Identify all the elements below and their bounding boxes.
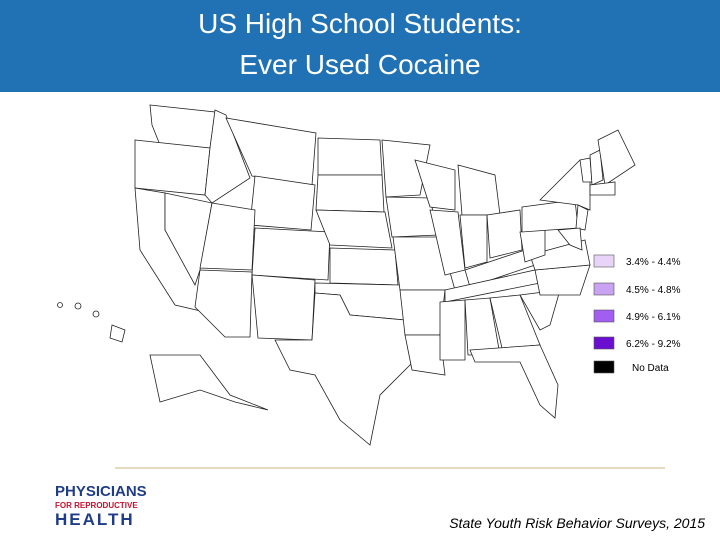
logo-text: HEALTH	[55, 510, 135, 529]
legend: 3.4% - 4.4% 4.5% - 4.8% 4.9% - 6.1% 6.2% - …	[593, 254, 681, 374]
legend-swatch	[593, 360, 615, 374]
us-map	[57, 104, 636, 446]
state	[251, 227, 331, 281]
state	[329, 247, 399, 286]
legend-swatch	[593, 282, 615, 296]
state	[149, 354, 269, 411]
state	[249, 175, 316, 231]
state	[414, 159, 456, 211]
state	[251, 274, 316, 341]
state	[457, 164, 501, 216]
state	[317, 137, 383, 176]
state	[439, 299, 466, 361]
legend-label: 4.9% - 6.1%	[626, 312, 681, 323]
title: US High School Students:	[198, 8, 522, 39]
state	[486, 209, 523, 259]
state	[134, 139, 211, 196]
state	[164, 192, 213, 286]
logo-text: FOR REPRODUCTIVE	[55, 501, 138, 510]
state	[557, 227, 583, 251]
state	[589, 181, 616, 196]
state	[315, 174, 385, 213]
header-band	[0, 0, 720, 92]
state	[109, 324, 126, 343]
state	[597, 129, 636, 186]
state	[381, 139, 431, 198]
state	[589, 149, 604, 186]
title: Ever Used Cocaine	[239, 49, 480, 80]
legend-label: 6.2% - 9.2%	[626, 339, 681, 350]
state	[404, 334, 446, 376]
state	[194, 269, 253, 338]
island	[74, 302, 82, 310]
legend-swatch	[593, 336, 615, 350]
state	[399, 289, 446, 336]
state	[459, 214, 488, 269]
state	[521, 199, 579, 233]
legend-label: 4.5% - 4.8%	[626, 285, 681, 296]
legend-label: 3.4% - 4.4%	[626, 257, 681, 268]
logo-text: PHYSICIANS	[55, 483, 147, 500]
state	[315, 209, 393, 249]
legend-label: No Data	[632, 363, 669, 374]
state	[149, 104, 216, 149]
island	[92, 310, 100, 318]
island	[57, 302, 63, 308]
state	[469, 344, 559, 419]
source: State Youth Risk Behavior Surveys, 2015	[449, 515, 705, 531]
legend-swatch	[593, 254, 615, 268]
legend-swatch	[593, 309, 615, 323]
state	[575, 204, 589, 231]
